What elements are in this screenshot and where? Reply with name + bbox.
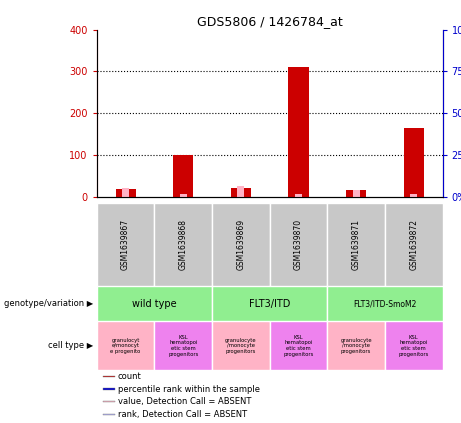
Bar: [237, 186, 244, 197]
Text: KSL
hematopoi
etic stem
progenitors: KSL hematopoi etic stem progenitors: [284, 335, 313, 357]
Bar: [173, 155, 193, 197]
Text: value, Detection Call = ABSENT: value, Detection Call = ABSENT: [118, 397, 251, 406]
Bar: [103, 376, 115, 377]
Bar: [270, 321, 327, 370]
Bar: [180, 194, 187, 197]
Bar: [385, 203, 443, 286]
Text: cell type ▶: cell type ▶: [48, 341, 93, 350]
Bar: [295, 194, 302, 197]
Bar: [410, 194, 417, 197]
Text: genotype/variation ▶: genotype/variation ▶: [4, 299, 93, 308]
Bar: [385, 321, 443, 370]
Bar: [212, 203, 270, 286]
Bar: [212, 286, 327, 321]
Text: rank, Detection Call = ABSENT: rank, Detection Call = ABSENT: [118, 410, 247, 419]
Bar: [103, 388, 115, 390]
Bar: [353, 190, 360, 197]
Text: GSM1639872: GSM1639872: [409, 219, 418, 270]
Bar: [97, 203, 154, 286]
Text: KSL
hematopoi
etic stem
progenitors: KSL hematopoi etic stem progenitors: [168, 335, 198, 357]
Text: granulocyte
/monocyte
progenitors: granulocyte /monocyte progenitors: [340, 338, 372, 354]
Bar: [103, 414, 115, 415]
Text: count: count: [118, 372, 142, 381]
Bar: [270, 203, 327, 286]
Bar: [327, 286, 443, 321]
Title: GDS5806 / 1426784_at: GDS5806 / 1426784_at: [197, 16, 343, 28]
Bar: [122, 188, 129, 197]
Bar: [212, 321, 270, 370]
Text: FLT3/ITD-SmoM2: FLT3/ITD-SmoM2: [353, 299, 417, 308]
Bar: [154, 203, 212, 286]
Text: wild type: wild type: [132, 299, 177, 308]
Text: granulocyt
e/monocyt
e progenito: granulocyt e/monocyt e progenito: [111, 338, 141, 354]
Text: GSM1639869: GSM1639869: [236, 219, 245, 270]
Text: GSM1639871: GSM1639871: [352, 219, 361, 270]
Text: FLT3/ITD: FLT3/ITD: [249, 299, 290, 308]
Text: granulocyte
/monocyte
progenitors: granulocyte /monocyte progenitors: [225, 338, 257, 354]
Bar: [103, 401, 115, 402]
Text: GSM1639870: GSM1639870: [294, 219, 303, 270]
Text: KSL
hematopoi
etic stem
progenitors: KSL hematopoi etic stem progenitors: [399, 335, 429, 357]
Bar: [154, 321, 212, 370]
Text: GSM1639868: GSM1639868: [179, 219, 188, 270]
Bar: [116, 189, 136, 197]
Bar: [404, 128, 424, 197]
Bar: [327, 203, 385, 286]
Bar: [327, 321, 385, 370]
Bar: [346, 190, 366, 197]
Bar: [97, 321, 154, 370]
Bar: [97, 286, 212, 321]
Bar: [289, 67, 308, 197]
Text: percentile rank within the sample: percentile rank within the sample: [118, 385, 260, 393]
Bar: [231, 188, 251, 197]
Text: GSM1639867: GSM1639867: [121, 219, 130, 270]
